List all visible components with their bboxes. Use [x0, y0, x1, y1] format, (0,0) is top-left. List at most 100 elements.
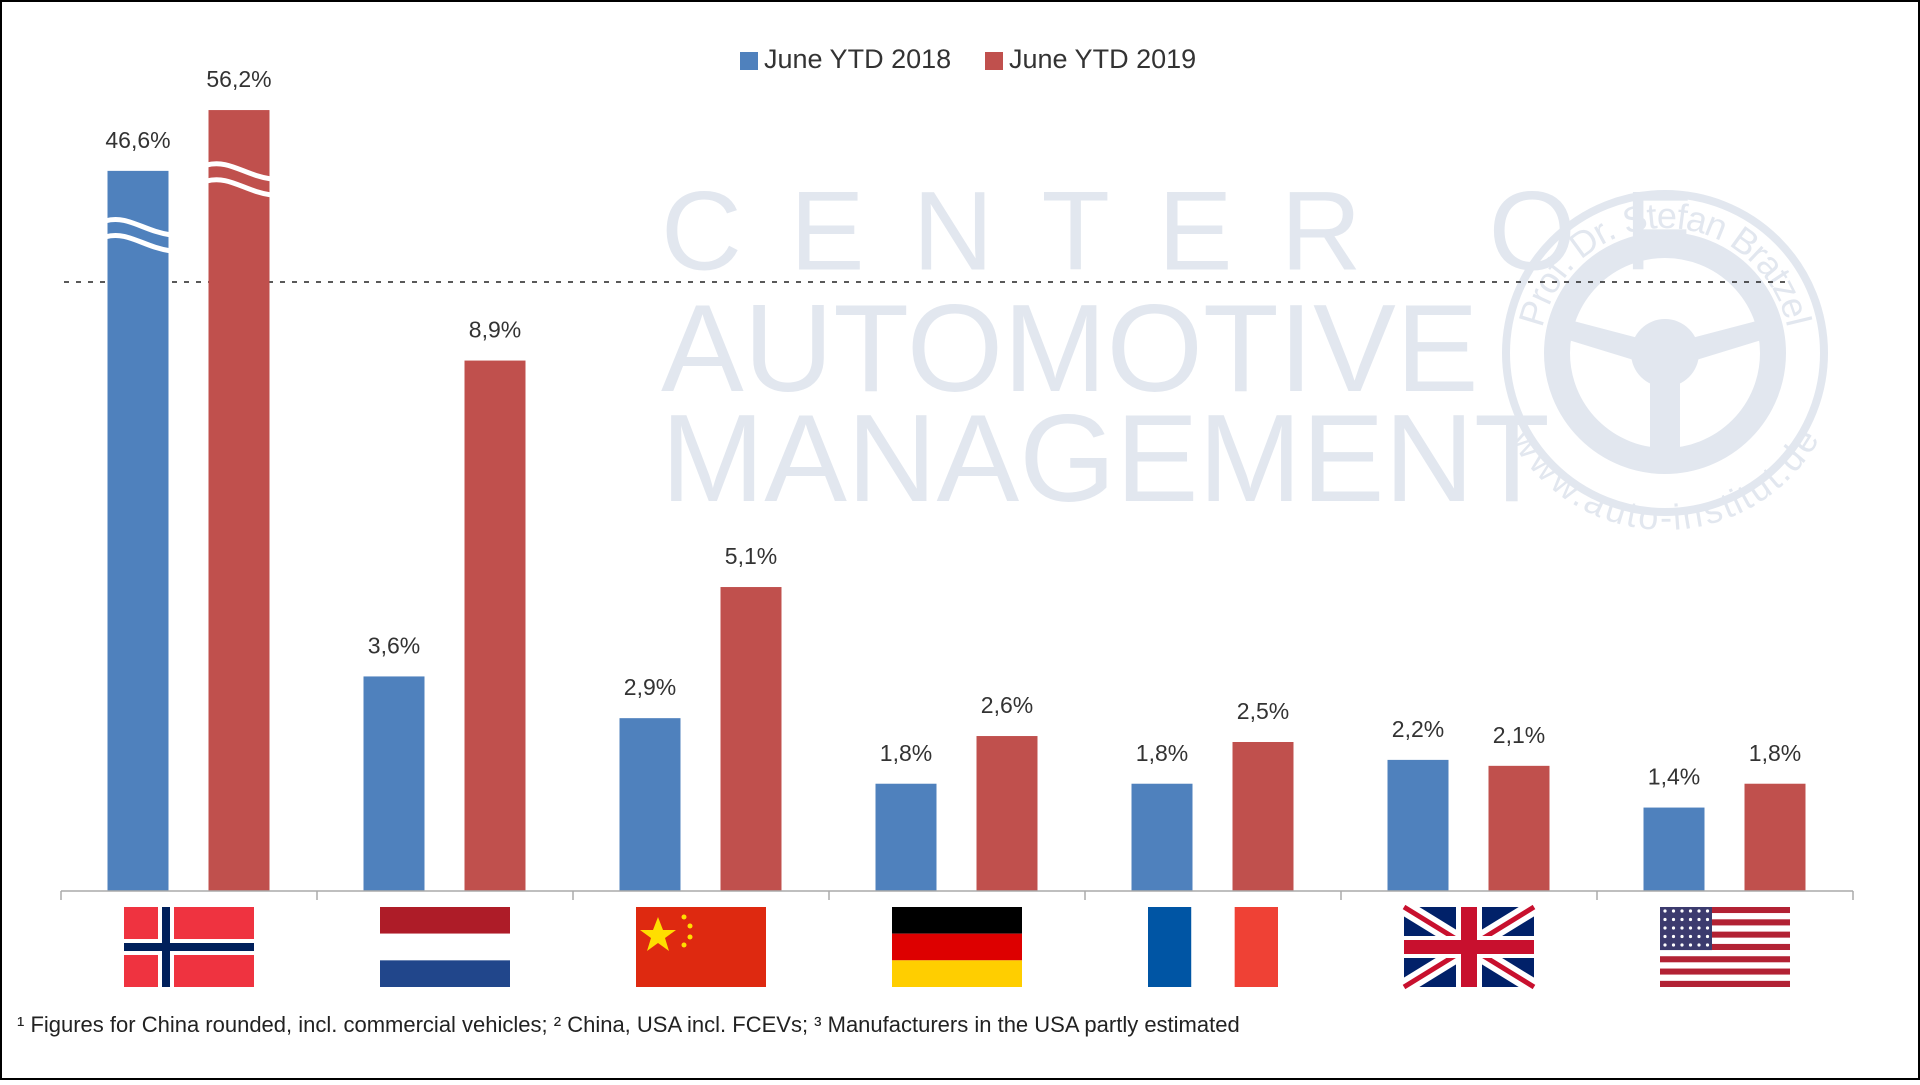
- flag: [124, 907, 254, 987]
- seal-ring: [1502, 190, 1828, 516]
- flag-part: [1680, 934, 1684, 939]
- bar: [363, 676, 425, 891]
- flag-part: [124, 943, 254, 951]
- value-label: 5,1%: [725, 543, 777, 569]
- flag-part: [1660, 913, 1790, 920]
- bar: [107, 170, 169, 891]
- flag: [1660, 907, 1790, 987]
- value-label: 8,9%: [469, 317, 521, 343]
- flag-part: [892, 907, 1022, 934]
- flag-part: [687, 934, 693, 940]
- value-label: 2,1%: [1493, 722, 1545, 748]
- flag-part: [681, 914, 687, 920]
- value-label: 56,2%: [206, 66, 271, 92]
- watermark-text: AUTOMOTIVE: [661, 280, 1479, 418]
- flag-part: [687, 923, 693, 929]
- flag: [892, 907, 1022, 987]
- bar: [1643, 807, 1705, 891]
- flag-part: [1705, 909, 1710, 913]
- legend-label: June YTD 2018: [764, 44, 951, 74]
- flag-part: [1697, 934, 1701, 939]
- value-label: 2,5%: [1237, 698, 1289, 724]
- break-mark: [104, 217, 171, 238]
- flag-part: [1705, 917, 1710, 922]
- bar: [1232, 742, 1294, 891]
- flag-part: [1688, 917, 1693, 922]
- flag-part: [1660, 980, 1790, 987]
- flag: [636, 907, 766, 987]
- value-label: 2,9%: [624, 674, 676, 700]
- flag-part: [1688, 909, 1693, 913]
- flag-part: [1148, 907, 1192, 987]
- flag-part: [640, 917, 676, 951]
- flag-part: [1660, 956, 1790, 963]
- value-label: 2,2%: [1392, 716, 1444, 742]
- bar: [464, 360, 526, 891]
- flag-part: [1663, 943, 1667, 947]
- legend-swatch: [740, 52, 758, 70]
- flag-part: [1705, 943, 1710, 947]
- flag-part: [1660, 925, 1790, 932]
- flag: [1399, 900, 1539, 994]
- flag-part: [380, 960, 510, 987]
- bar: [1744, 783, 1806, 891]
- break-mark: [205, 177, 272, 198]
- flag-part: [1697, 926, 1701, 930]
- value-label: 3,6%: [368, 633, 420, 659]
- flag-part: [1660, 907, 1790, 914]
- flag-part: [1671, 934, 1676, 939]
- watermark-text: CENTER OF: [661, 169, 1740, 294]
- plot: June YTD 2018 June YTD 2019 46,6% 3,6% 2,9% 1…: [60, 44, 1854, 994]
- bar: [976, 736, 1038, 891]
- bar: [619, 718, 681, 891]
- flag-part: [1191, 907, 1235, 987]
- flag-part: [1660, 937, 1790, 944]
- value-label: 1,8%: [1136, 740, 1188, 766]
- value-label: 1,8%: [1749, 740, 1801, 766]
- flag-part: [1697, 917, 1701, 922]
- bar: [1488, 765, 1550, 891]
- seal-spokes: [1562, 318, 1768, 460]
- flag-part: [1660, 907, 1712, 951]
- flag-part: [1671, 909, 1676, 913]
- flag-part: [1660, 943, 1790, 951]
- flag-part: [636, 907, 766, 987]
- break-mark: [104, 233, 171, 254]
- flag-part: [1660, 974, 1790, 981]
- flag-part: [892, 933, 1022, 961]
- bar: [1131, 783, 1193, 891]
- flag-part: [1671, 943, 1676, 947]
- flag-part: [1680, 917, 1684, 922]
- bar: [720, 587, 782, 891]
- flag-part: [1671, 926, 1676, 930]
- flag-part: [1660, 950, 1790, 957]
- value-label: 46,6%: [105, 127, 170, 153]
- break-mark: [205, 161, 272, 182]
- flag-part: [1660, 931, 1790, 938]
- flag-part: [1663, 909, 1667, 913]
- flag-part: [1663, 934, 1667, 939]
- flag-part: [1234, 907, 1278, 987]
- flag-part: [1697, 909, 1701, 913]
- bar: [875, 783, 937, 891]
- bar: [208, 110, 270, 892]
- flag-part: [1461, 907, 1477, 987]
- flag-part: [1671, 917, 1676, 922]
- value-label: 1,4%: [1648, 764, 1700, 790]
- flag-part: [1688, 934, 1693, 939]
- flag-part: [1697, 943, 1701, 947]
- flag-part: [892, 960, 1022, 987]
- flag-part: [1660, 968, 1790, 975]
- seal-wheel: [1544, 232, 1786, 474]
- flag-part: [380, 907, 510, 934]
- flag-part: [1680, 926, 1684, 930]
- flag-part: [681, 942, 687, 948]
- legend-swatch: [985, 52, 1003, 70]
- flag-part: [1688, 926, 1693, 930]
- flag-part: [1663, 917, 1667, 922]
- value-label: 1,8%: [880, 740, 932, 766]
- value-label: 2,6%: [981, 692, 1033, 718]
